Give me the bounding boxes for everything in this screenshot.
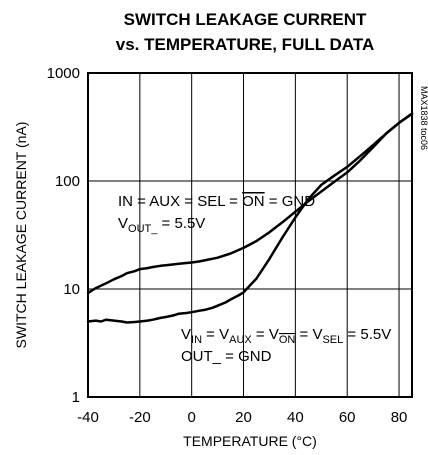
series-line-2 xyxy=(86,112,414,324)
x-tick-label: 20 xyxy=(235,409,252,426)
y-axis-label: SWITCH LEAKAGE CURRENT (nA) xyxy=(13,122,29,349)
tick-labels: -40 -20 0 20 40 60 80 1 10 100 1000 xyxy=(47,65,408,426)
y-tick-label: 1 xyxy=(72,389,80,406)
upper-annotation-line1: IN = AUX = SEL = ON = GND xyxy=(118,193,315,210)
x-tick-label: -40 xyxy=(77,409,99,426)
plot-frame xyxy=(87,72,413,398)
chart-title-line2: vs. TEMPERATURE, FULL DATA xyxy=(116,35,374,54)
y-tick-label: 100 xyxy=(55,173,80,190)
chart-title-line1: SWITCH LEAKAGE CURRENT xyxy=(124,10,367,29)
lower-annotation-line1: VIN​ = VAUX​ = VON​ = VSEL​ = 5.5V xyxy=(181,326,391,346)
lower-annotation-line2: OUT_ = GND xyxy=(181,348,272,365)
upper-annotation-line2: VOUT_ = 5.5V xyxy=(118,215,205,235)
x-axis-label: TEMPERATURE (°C) xyxy=(183,433,317,449)
annotations: IN = AUX = SEL = ON = GND VOUT_ = 5.5V VIN… xyxy=(118,193,391,365)
side-label: MAX1838 toc06 xyxy=(419,86,428,150)
y-tick-label: 1000 xyxy=(47,65,80,82)
series-line-1 xyxy=(86,112,414,295)
x-tick-label: 60 xyxy=(339,409,356,426)
x-tick-label: 0 xyxy=(188,409,196,426)
x-tick-label: -20 xyxy=(129,409,151,426)
x-tick-label: 40 xyxy=(287,409,304,426)
y-tick-label: 10 xyxy=(63,281,80,298)
series-layer xyxy=(86,112,414,324)
x-tick-label: 80 xyxy=(391,409,408,426)
grid xyxy=(88,73,412,397)
